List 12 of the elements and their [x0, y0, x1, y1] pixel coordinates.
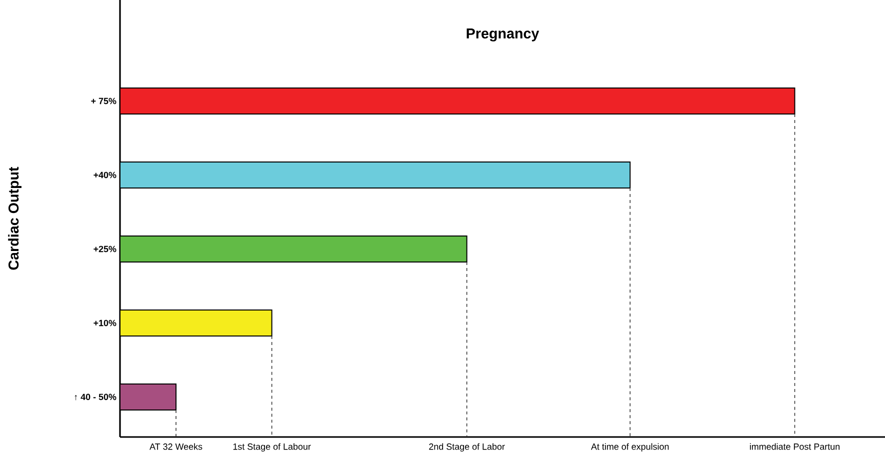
y-tick-label: ↑ 40 - 50%: [74, 394, 116, 400]
text: At time of expulsion: [590, 443, 669, 452]
y-axis-title: Cardiac Output: [8, 166, 22, 270]
y-tick-label: + 75%: [91, 98, 116, 104]
y-tick-label: +10%: [94, 320, 116, 326]
text: AT 32 Weeks: [150, 443, 202, 450]
text: immediate Post Partun: [750, 443, 840, 450]
text: 2nd Stage of Labor: [429, 443, 505, 452]
y-tick-label: +25%: [94, 246, 116, 252]
y-tick-label: +40%: [94, 172, 116, 178]
text: 1st Stage of Labour: [233, 443, 311, 452]
chart-title: Pregnancy: [466, 28, 540, 42]
